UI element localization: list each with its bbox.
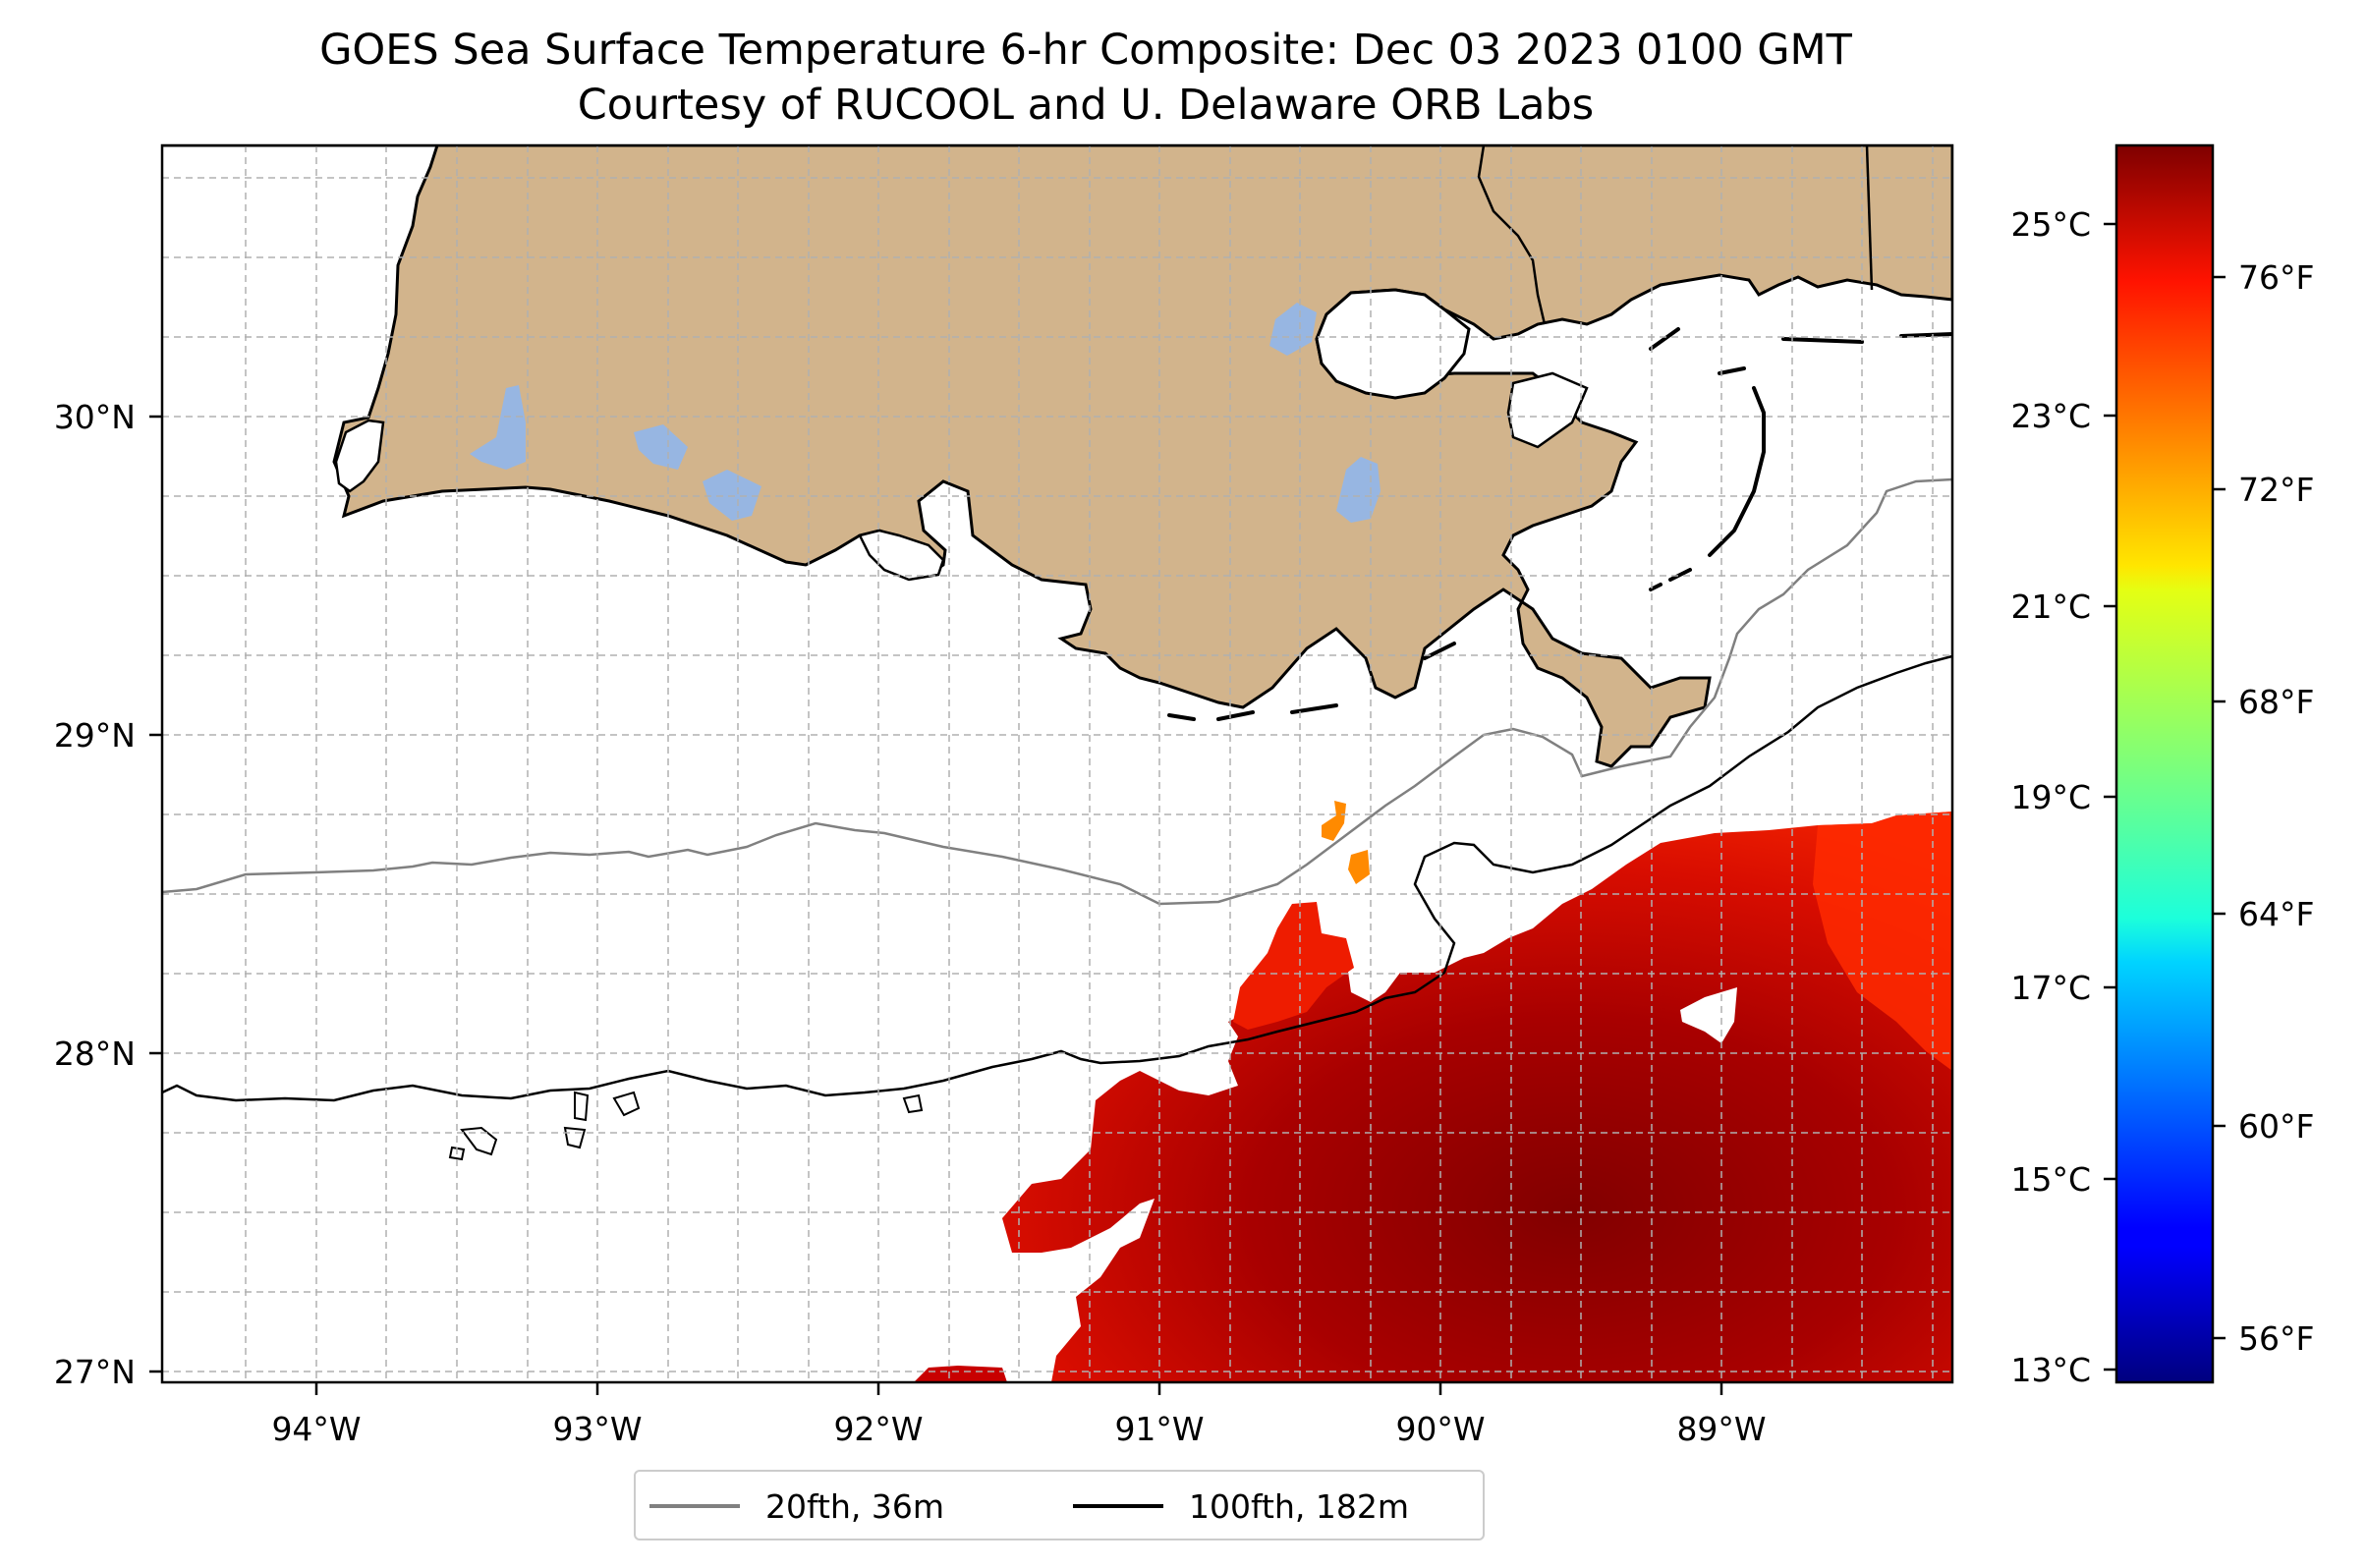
- colorbar-fahrenheit-label: 68°F: [2238, 683, 2314, 721]
- lon-tick-label: 90°W: [1395, 1410, 1485, 1448]
- barrier-island-2: [1216, 710, 1255, 721]
- lon-tick-label: 89°W: [1676, 1410, 1766, 1448]
- lon-ticks: [314, 1382, 1723, 1395]
- colorbar-celsius-ticks: [2104, 222, 2116, 1372]
- legend-label: 20fth, 36m: [765, 1486, 944, 1526]
- lon-tick-label: 93°W: [552, 1410, 642, 1448]
- colorbar-celsius-label: 25°C: [2010, 205, 2091, 244]
- colorbar-celsius-label: 13°C: [2010, 1351, 2091, 1389]
- barrier-island-1: [1167, 713, 1196, 721]
- lake-maurepas: [1269, 303, 1317, 356]
- chandeleur-dash-2: [1649, 583, 1663, 591]
- isobath-20fth: [162, 477, 1952, 906]
- sst-field-southwest: [914, 1366, 1007, 1382]
- map-subtitle: Courtesy of RUCOOL and U. Delaware ORB L…: [577, 81, 1595, 130]
- colorbar-celsius-label: 19°C: [2010, 778, 2091, 816]
- lat-tick-label: 30°N: [54, 398, 136, 436]
- sst-warm-east: [1813, 812, 1952, 1071]
- reef-3: [574, 1091, 590, 1122]
- reef-6: [902, 1093, 924, 1114]
- colorbar-celsius-label: 23°C: [2010, 397, 2091, 435]
- lake-calcasieu: [470, 385, 526, 470]
- legend-swatch-black: [1073, 1504, 1163, 1508]
- map-title: GOES Sea Surface Temperature 6-hr Compos…: [319, 26, 1852, 75]
- state-boundary-la-ms: [1477, 145, 1547, 325]
- map-area: [162, 145, 1952, 1382]
- lake-salvador: [1336, 457, 1381, 523]
- ms-sound-island-4: [1649, 327, 1680, 351]
- isobath-100fth: [162, 654, 1952, 1102]
- lat-tick-label: 29°N: [54, 716, 136, 755]
- land-louisiana: [162, 145, 1952, 768]
- reef-5: [563, 1126, 587, 1149]
- colorbar-fahrenheit-label: 60°F: [2238, 1107, 2314, 1146]
- legend-label: 100fth, 182m: [1189, 1486, 1409, 1526]
- legend-item-100fth: 100fth, 182m: [1073, 1484, 1409, 1529]
- colorbar-fahrenheit-label: 56°F: [2238, 1319, 2314, 1358]
- sst-cloud-gap: [1680, 987, 1737, 1043]
- reef-2: [448, 1146, 466, 1161]
- gridlines: [162, 145, 1952, 1382]
- lake-grand-2: [703, 470, 761, 521]
- colorbar-fahrenheit-label: 76°F: [2238, 258, 2314, 297]
- lat-tick-label: 28°N: [54, 1035, 136, 1073]
- calcasieu-inlet: [334, 419, 385, 493]
- colorbar-celsius-label: 21°C: [2010, 588, 2091, 626]
- colorbar-celsius-label: 15°C: [2010, 1160, 2091, 1199]
- lon-tick-label: 94°W: [271, 1410, 361, 1448]
- map-frame: [160, 143, 1954, 1384]
- sst-orange-patch: [1322, 801, 1370, 884]
- ms-sound-island-3: [1899, 332, 1952, 338]
- legend-item-20fth: 20fth, 36m: [649, 1484, 944, 1529]
- colorbar-fahrenheit-label: 72°F: [2238, 471, 2314, 509]
- lat-ticks: [149, 415, 162, 1373]
- colorbar-celsius-label: 17°C: [2010, 969, 2091, 1007]
- chandeleur-islands: [1708, 386, 1766, 557]
- colorbar-fahrenheit-ticks: [2213, 275, 2226, 1340]
- lake-pontchartrain: [1315, 288, 1471, 400]
- lat-tick-label: 27°N: [54, 1353, 136, 1391]
- inland-lakes: [470, 303, 1381, 523]
- colorbar-fahrenheit-label: 64°F: [2238, 895, 2314, 933]
- legend: 20fth, 36m 100fth, 182m: [634, 1470, 1485, 1540]
- barrier-island-3: [1290, 703, 1338, 714]
- lon-tick-label: 91°W: [1114, 1410, 1204, 1448]
- ms-sound-island-1: [1718, 366, 1746, 375]
- reef-1: [460, 1126, 498, 1156]
- ms-sound-island-2: [1781, 337, 1864, 344]
- colorbar: [2114, 143, 2215, 1384]
- chandeleur-dash-1: [1668, 568, 1692, 582]
- state-boundary-ms-al: [1865, 145, 1874, 291]
- legend-swatch-gray: [649, 1504, 740, 1508]
- sst-field: [1002, 812, 1952, 1382]
- reef-4: [612, 1091, 641, 1117]
- lon-tick-label: 92°W: [833, 1410, 923, 1448]
- lake-grand-1: [634, 424, 688, 470]
- isobath-100fth-islands: [448, 1091, 924, 1161]
- sst-patch-north: [1233, 902, 1354, 1030]
- atchafalaya-bay: [858, 529, 945, 582]
